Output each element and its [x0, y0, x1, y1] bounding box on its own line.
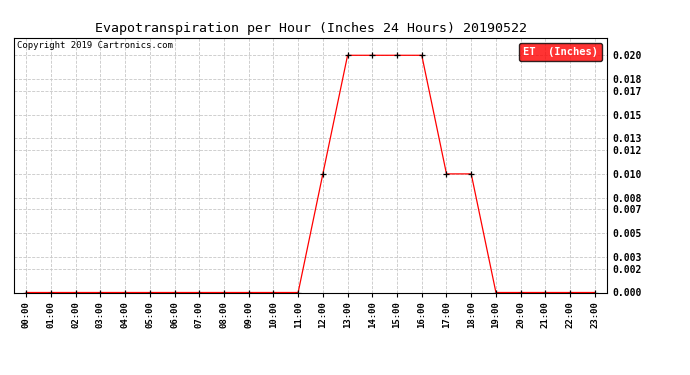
- Text: Copyright 2019 Cartronics.com: Copyright 2019 Cartronics.com: [17, 41, 172, 50]
- Legend: ET  (Inches): ET (Inches): [519, 43, 602, 61]
- Title: Evapotranspiration per Hour (Inches 24 Hours) 20190522: Evapotranspiration per Hour (Inches 24 H…: [95, 22, 526, 35]
